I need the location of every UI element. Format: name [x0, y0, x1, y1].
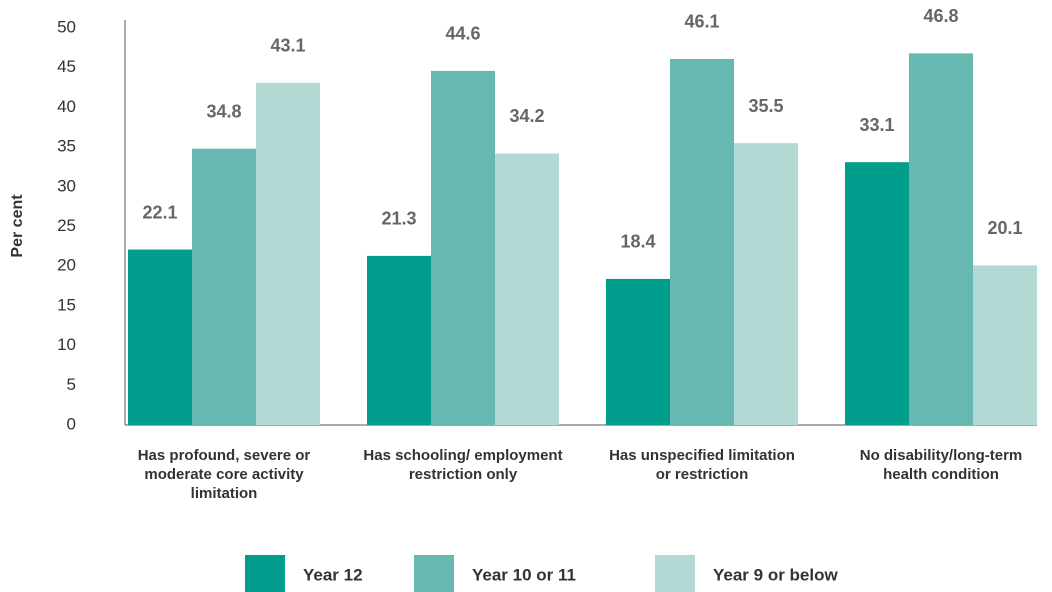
value-label: 46.1	[684, 12, 719, 32]
y-tick-label: 10	[57, 335, 76, 354]
legend-label: Year 10 or 11	[472, 565, 576, 584]
bar	[973, 265, 1037, 425]
bar	[670, 58, 734, 425]
value-label: 20.1	[987, 218, 1022, 238]
bar	[256, 82, 320, 425]
legend-label: Year 12	[303, 565, 363, 584]
value-label: 43.1	[270, 36, 305, 56]
y-tick-label: 35	[57, 137, 76, 156]
value-label: 35.5	[748, 96, 783, 116]
y-tick-label: 45	[57, 57, 76, 76]
bar	[367, 255, 431, 425]
bar	[431, 70, 495, 425]
bar	[495, 153, 559, 425]
y-tick-label: 40	[57, 97, 76, 116]
bar	[192, 148, 256, 426]
bar	[845, 162, 909, 425]
legend-swatch	[245, 555, 285, 592]
bar	[734, 143, 798, 425]
value-label: 46.8	[923, 6, 958, 26]
y-tick-label: 30	[57, 176, 76, 195]
x-tick-label: Has schooling/ employment restriction on…	[363, 447, 563, 483]
x-tick-label: Has unspecified limitation or restrictio…	[609, 447, 795, 483]
y-tick-label: 25	[57, 216, 76, 235]
bar	[128, 249, 192, 425]
bar	[909, 53, 973, 426]
legend-label: Year 9 or below	[713, 565, 838, 584]
y-tick-label: 5	[67, 375, 76, 394]
value-label: 34.2	[509, 106, 544, 126]
y-tick-label: 20	[57, 256, 76, 275]
y-tick-label: 15	[57, 295, 76, 314]
bar	[606, 278, 670, 425]
x-tick-label: No disability/long-term health condition	[859, 447, 1023, 483]
value-label: 34.8	[206, 101, 241, 121]
legend-swatch	[414, 555, 454, 592]
legend-swatch	[655, 555, 695, 592]
value-label: 33.1	[859, 115, 894, 135]
y-axis-label: Per cent	[9, 194, 26, 258]
value-label: 22.1	[142, 202, 177, 222]
value-label: 18.4	[620, 232, 655, 252]
value-label: 21.3	[381, 209, 416, 229]
y-tick-label: 50	[57, 17, 76, 36]
y-tick-label: 0	[67, 414, 76, 433]
value-label: 44.6	[445, 24, 480, 44]
x-tick-label: Has profound, severe or moderate core ac…	[137, 447, 311, 502]
